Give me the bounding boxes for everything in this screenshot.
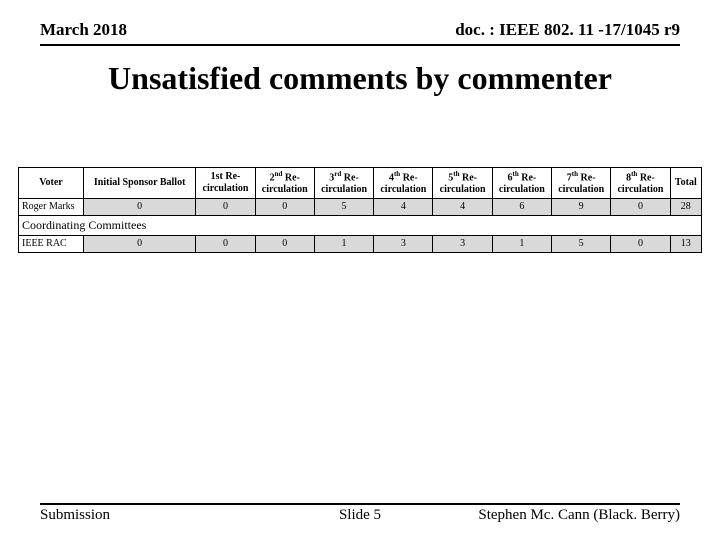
data-cell: 0 xyxy=(84,199,196,216)
col-voter: Voter xyxy=(19,168,84,199)
table-container: Voter Initial Sponsor Ballot 1st Re-circ… xyxy=(0,167,720,253)
data-cell: 28 xyxy=(670,199,701,216)
header-rule xyxy=(40,44,680,46)
table-header-row: Voter Initial Sponsor Ballot 1st Re-circ… xyxy=(19,168,702,199)
data-cell: 9 xyxy=(552,199,611,216)
footer-rule xyxy=(40,503,680,505)
voter-cell: Roger Marks xyxy=(19,199,84,216)
table-row: Roger Marks 0 0 0 5 4 4 6 9 0 28 xyxy=(19,199,702,216)
data-cell: 6 xyxy=(492,199,551,216)
data-cell: 1 xyxy=(314,235,373,252)
data-cell: 0 xyxy=(255,235,314,252)
page-title: Unsatisfied comments by commenter xyxy=(0,60,720,97)
data-cell: 0 xyxy=(611,235,670,252)
col-initial: Initial Sponsor Ballot xyxy=(84,168,196,199)
data-cell: 1 xyxy=(492,235,551,252)
col-re2: 2nd Re-circulation xyxy=(255,168,314,199)
voter-cell: IEEE RAC xyxy=(19,235,84,252)
data-cell: 4 xyxy=(374,199,433,216)
footer-center: Slide 5 xyxy=(40,507,680,524)
data-cell: 13 xyxy=(670,235,701,252)
data-cell: 0 xyxy=(84,235,196,252)
header: March 2018 doc. : IEEE 802. 11 -17/1045 … xyxy=(0,0,720,42)
data-cell: 5 xyxy=(314,199,373,216)
header-date: March 2018 xyxy=(40,20,127,42)
col-re5: 5th Re-circulation xyxy=(433,168,492,199)
footer: Submission Slide 5 Stephen Mc. Cann (Bla… xyxy=(40,503,680,524)
table-subheading-row: Coordinating Committees xyxy=(19,216,702,235)
data-cell: 4 xyxy=(433,199,492,216)
col-re7: 7th Re-circulation xyxy=(552,168,611,199)
data-cell: 0 xyxy=(196,235,255,252)
subheading-cell: Coordinating Committees xyxy=(19,216,702,235)
col-re1: 1st Re-circulation xyxy=(196,168,255,199)
data-cell: 3 xyxy=(433,235,492,252)
col-re8: 8th Re-circulation xyxy=(611,168,670,199)
data-cell: 3 xyxy=(374,235,433,252)
col-re3: 3rd Re-circulation xyxy=(314,168,373,199)
data-cell: 0 xyxy=(196,199,255,216)
table-row: IEEE RAC 0 0 0 1 3 3 1 5 0 13 xyxy=(19,235,702,252)
header-doc: doc. : IEEE 802. 11 -17/1045 r9 xyxy=(455,20,680,42)
data-cell: 0 xyxy=(255,199,314,216)
col-re4: 4th Re-circulation xyxy=(374,168,433,199)
col-total: Total xyxy=(670,168,701,199)
data-cell: 0 xyxy=(611,199,670,216)
comments-table: Voter Initial Sponsor Ballot 1st Re-circ… xyxy=(18,167,702,253)
col-re6: 6th Re-circulation xyxy=(492,168,551,199)
data-cell: 5 xyxy=(552,235,611,252)
